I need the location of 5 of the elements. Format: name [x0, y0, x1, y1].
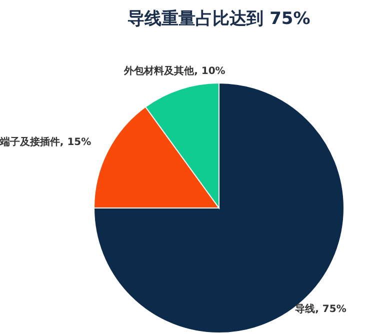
slice-label: 端子及接插件, 15% [0, 136, 92, 150]
slice-label: 导线, 75% [295, 303, 346, 316]
chart-title: 导线重量占比达到 75% [128, 9, 310, 29]
pie-slice [94, 82, 344, 334]
slice-label: 外包材料及其他, 10% [124, 64, 226, 78]
